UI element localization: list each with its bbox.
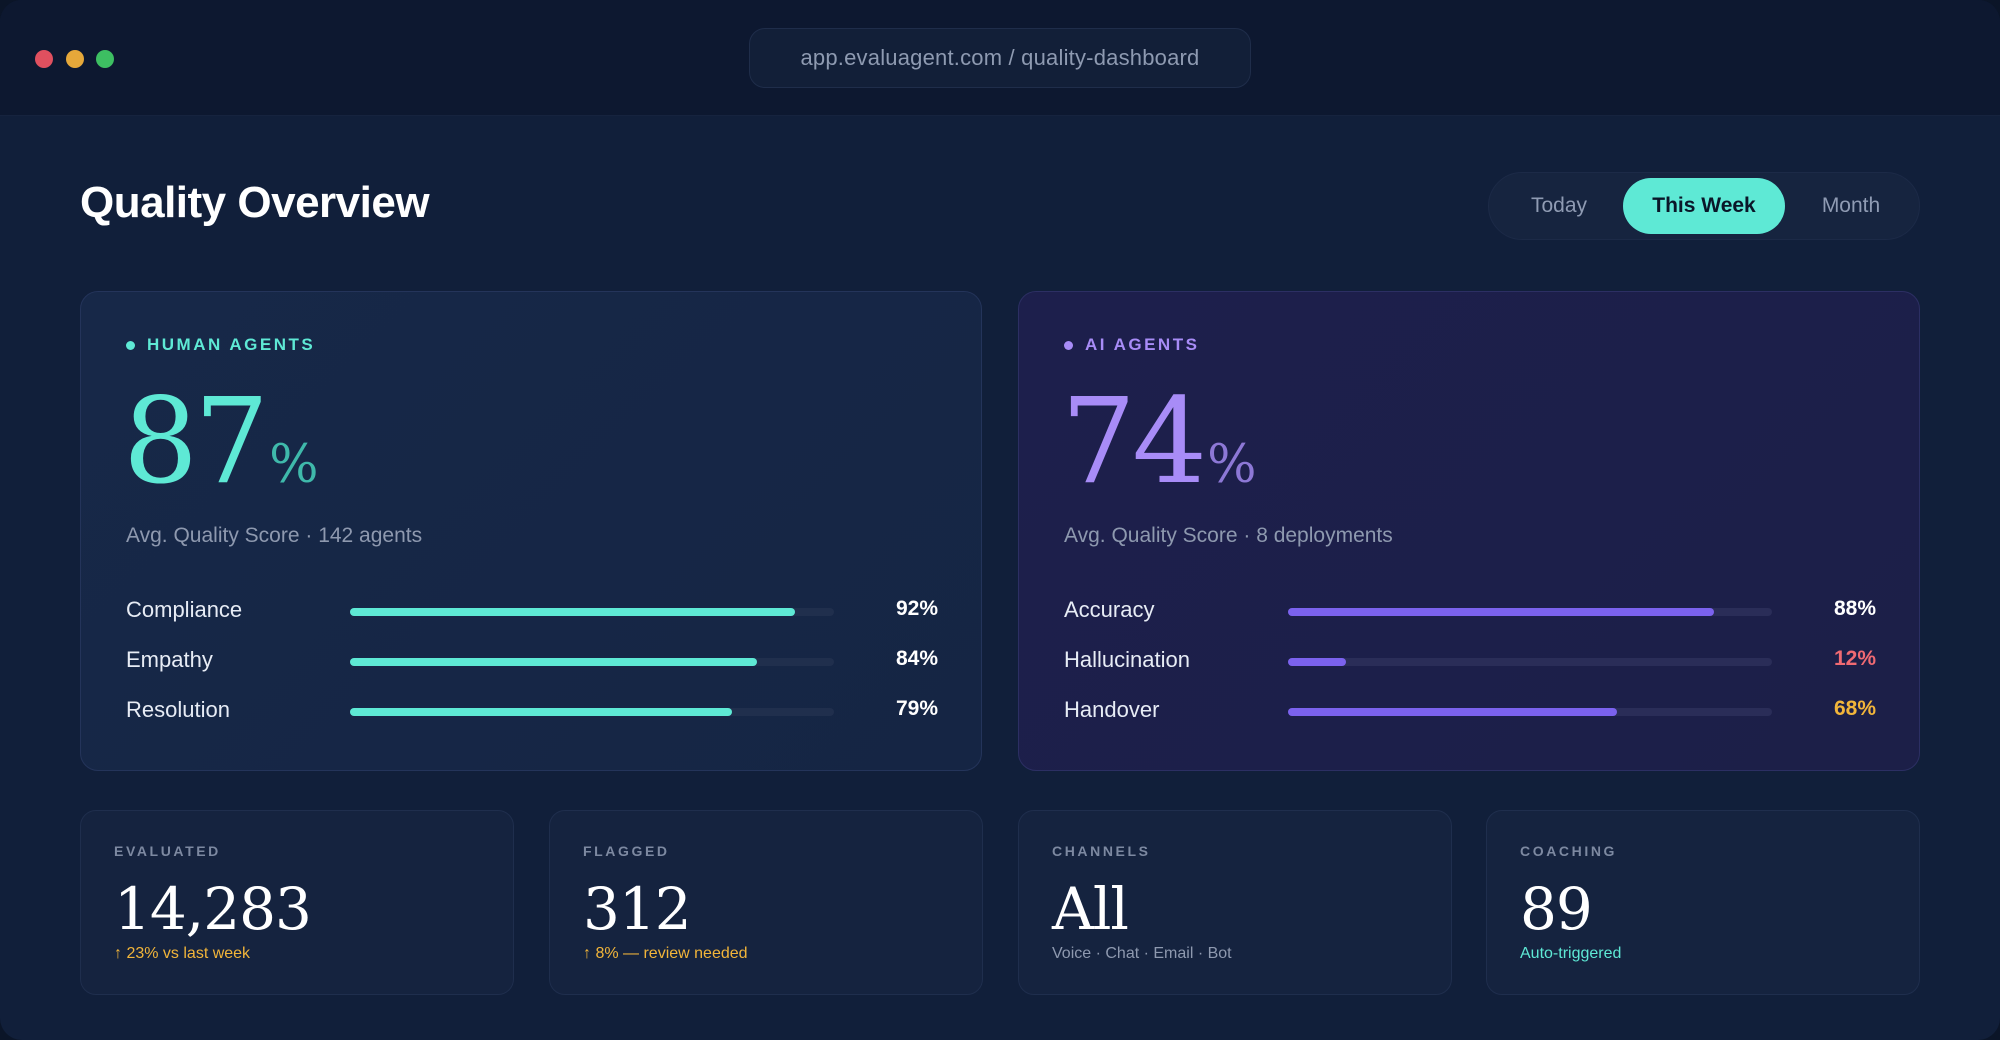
metric-fill [1288,608,1714,616]
human-agents-tag: HUMAN AGENTS [126,335,315,355]
teal-dot-icon [126,340,135,350]
metric-label: Handover [1064,697,1160,722]
stat-note: Voice · Chat · Email · Bot [1052,945,1232,962]
stat-label: COACHING [1520,843,1618,859]
stat-label: EVALUATED [114,843,221,859]
human-agents-tag-label: HUMAN AGENTS [147,335,316,354]
page-title: Quality Overview [80,178,430,227]
ai-metric-handover: Handover 68% [1064,697,1876,727]
period-selector: Today This Week Month [1488,172,1920,240]
close-window-button[interactable] [35,50,53,68]
ai-agents-tag-label: AI AGENTS [1085,335,1200,354]
metric-fill [350,708,733,716]
ai-metric-accuracy: Accuracy 88% [1064,597,1876,627]
period-today-button[interactable]: Today [1530,194,1588,217]
metric-value: 84% [895,647,938,670]
metric-value: 12% [1833,647,1876,670]
human-score-value: 87 [123,372,269,510]
ai-score-value: 74 [1061,372,1207,510]
period-this-week-button[interactable]: This Week [1623,178,1785,234]
metric-track [1288,608,1772,616]
stat-value: 14,283 [114,875,312,943]
metric-label: Accuracy [1064,597,1155,622]
stat-card-evaluated: EVALUATED 14,283 ↑ 23% vs last week [80,810,514,995]
human-score: 87% [123,382,319,500]
metric-label: Hallucination [1064,647,1190,672]
ai-agents-card: AI AGENTS 74% Avg. Quality Score · 8 dep… [1018,291,1920,771]
minimize-window-button[interactable] [66,50,84,68]
human-score-subline: Avg. Quality Score · 142 agents [126,524,423,547]
ai-score: 74% [1061,382,1257,500]
metric-label: Compliance [126,597,243,622]
period-month-button[interactable]: Month [1821,194,1881,217]
metric-label: Empathy [126,647,213,672]
stat-note: ↑ 23% vs last week [114,945,251,962]
stat-note: ↑ 8% — review needed [583,945,748,962]
metric-track [350,658,834,666]
ai-metric-hallucination: Hallucination 12% [1064,647,1876,677]
stat-value: All [1052,875,1129,943]
stat-card-coaching: COACHING 89 Auto-triggered [1486,810,1920,995]
metric-fill [1288,658,1347,666]
metric-fill [350,658,757,666]
stat-card-channels: CHANNELS All Voice · Chat · Email · Bot [1018,810,1452,995]
metric-track [1288,658,1772,666]
human-agents-card: HUMAN AGENTS 87% Avg. Quality Score · 14… [80,291,982,771]
stat-value: 89 [1520,875,1593,943]
ai-score-subline: Avg. Quality Score · 8 deployments [1064,524,1393,547]
stat-label: FLAGGED [583,843,670,859]
metric-track [350,608,834,616]
stat-label: CHANNELS [1052,843,1151,859]
human-metric-compliance: Compliance 92% [126,597,938,627]
human-metric-resolution: Resolution 79% [126,697,938,727]
human-score-unit: % [269,435,319,495]
metric-fill [1288,708,1618,716]
metric-value: 88% [1833,597,1876,620]
ai-score-unit: % [1207,435,1257,495]
metric-track [1288,708,1772,716]
title-bar: app.evaluagent.com / quality-dashboard [0,0,2000,116]
metric-value: 92% [895,597,938,620]
metric-value: 79% [895,697,938,720]
metric-track [350,708,834,716]
metric-value: 68% [1833,697,1876,720]
human-metric-empathy: Empathy 84% [126,647,938,677]
maximize-window-button[interactable] [96,50,114,68]
stat-value: 312 [583,875,692,943]
stat-card-flagged: FLAGGED 312 ↑ 8% — review needed [549,810,983,995]
purple-dot-icon [1064,340,1073,350]
ai-agents-tag: AI AGENTS [1064,335,1199,355]
metric-label: Resolution [126,697,230,722]
address-bar[interactable]: app.evaluagent.com / quality-dashboard [749,28,1251,88]
stat-note: Auto-triggered [1520,945,1622,962]
metric-fill [350,608,796,616]
